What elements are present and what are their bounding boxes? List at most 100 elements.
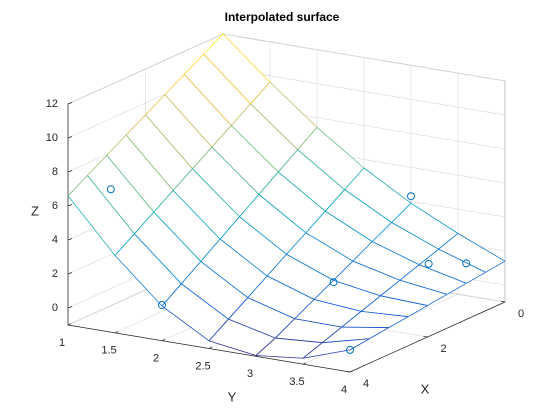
z-tick-label: 2 <box>52 268 58 280</box>
mesh-face <box>250 82 317 150</box>
mesh-edge <box>222 33 271 83</box>
mesh-face <box>134 212 201 284</box>
mesh-edge <box>297 127 318 150</box>
mesh-edge <box>211 125 232 148</box>
mesh-face <box>286 232 353 281</box>
mesh-edge <box>67 195 116 256</box>
mesh-face <box>297 127 364 190</box>
mesh-face <box>372 222 439 265</box>
mesh-face <box>419 249 486 284</box>
mesh-edge <box>446 282 467 295</box>
mesh-face <box>145 94 212 169</box>
mesh-edge <box>161 305 210 342</box>
mesh-face <box>294 299 362 328</box>
mesh-edge <box>372 241 420 266</box>
mesh-face <box>106 135 174 213</box>
mesh-edge <box>192 168 240 218</box>
mesh-edge <box>302 349 351 359</box>
mesh-face <box>162 283 229 341</box>
mesh-edge <box>192 146 213 170</box>
mesh-edge <box>211 146 260 195</box>
mesh-face <box>325 189 392 242</box>
mesh-edge <box>341 311 362 328</box>
mesh-face <box>305 211 373 262</box>
mesh-edge <box>266 254 287 277</box>
mesh-edge <box>164 94 213 148</box>
mesh-edge <box>134 211 155 235</box>
mesh-edge <box>352 260 401 281</box>
tick-mark <box>67 170 73 173</box>
z-tick-label: 0 <box>52 302 58 314</box>
y-axis-label: Y <box>228 389 237 404</box>
mesh-edge <box>230 103 251 126</box>
mesh-face <box>391 203 458 250</box>
mesh-edge <box>305 232 354 262</box>
y-tick-label: 2.5 <box>195 360 210 372</box>
mesh-face <box>247 276 315 319</box>
mesh-edge <box>324 189 345 212</box>
tick-mark <box>67 238 73 241</box>
mesh-face <box>278 149 345 212</box>
mesh-face <box>399 264 467 295</box>
z-axis-label: Z <box>31 203 39 218</box>
mesh-edge <box>302 342 323 359</box>
mesh-edge <box>457 233 506 262</box>
mesh-edge <box>230 125 279 173</box>
y-tick-label: 3 <box>247 368 253 380</box>
mesh-edge <box>361 310 409 318</box>
mesh-edge <box>333 279 381 297</box>
mesh-edge <box>219 238 268 277</box>
mesh-edge <box>363 167 412 204</box>
mesh-face <box>341 311 409 328</box>
mesh-edge <box>239 216 287 255</box>
mesh-edge <box>153 190 174 213</box>
z-tick-label: 8 <box>52 166 58 178</box>
mesh-edge <box>352 241 373 262</box>
mesh-edge <box>466 271 486 284</box>
mesh-edge <box>255 355 304 359</box>
data-point <box>462 259 471 268</box>
mesh-edge <box>106 155 155 213</box>
mesh-edge <box>333 260 354 281</box>
mesh-edge <box>314 299 362 312</box>
mesh-edge <box>181 283 229 320</box>
x-tick-label: 0 <box>518 308 524 320</box>
mesh-edge <box>297 149 345 190</box>
mesh-edge <box>208 340 257 356</box>
mesh-face <box>228 297 295 339</box>
tick-mark <box>500 300 506 303</box>
mesh-edge <box>114 233 135 256</box>
mesh-edge <box>275 337 323 344</box>
mesh-face <box>352 241 420 281</box>
mesh-edge <box>325 210 373 242</box>
mesh-face <box>173 168 240 240</box>
mesh-edge <box>134 233 182 285</box>
mesh-face <box>68 175 135 256</box>
data-point <box>424 259 433 268</box>
mesh-edge <box>258 171 279 195</box>
mesh-edge <box>200 238 221 262</box>
y-tick-label: 1.5 <box>101 345 116 357</box>
data-point <box>346 345 354 354</box>
mesh-edge <box>247 297 295 320</box>
mesh-edge <box>250 81 271 105</box>
mesh-edge <box>145 114 193 170</box>
mesh-edge <box>255 337 276 356</box>
mesh-face <box>256 338 323 359</box>
mesh-edge <box>203 53 251 105</box>
chart-title: Interpolated surface <box>225 10 340 24</box>
mesh-edge <box>145 94 166 116</box>
tick-mark <box>67 136 73 139</box>
x-tick-label: 4 <box>363 378 369 390</box>
mesh-edge <box>419 264 467 284</box>
mesh-edge <box>391 202 412 223</box>
mesh-face <box>126 114 193 191</box>
data-point <box>407 192 415 201</box>
mesh-edge <box>369 327 389 340</box>
mesh-face <box>333 261 400 296</box>
x-tick-label: 2 <box>440 343 446 355</box>
mesh-face <box>192 147 259 217</box>
mesh-face <box>267 254 334 300</box>
y-tick-label: 4 <box>341 384 347 396</box>
mesh-edge <box>277 171 326 212</box>
